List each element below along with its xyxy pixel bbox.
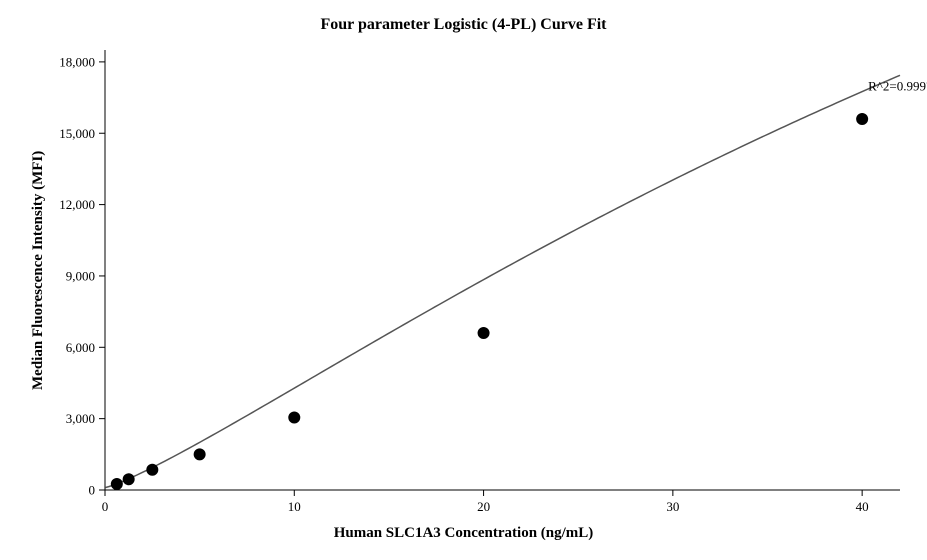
data-point — [478, 328, 489, 339]
data-point — [111, 479, 122, 490]
data-point — [147, 464, 158, 475]
y-tick-label: 3,000 — [66, 411, 95, 426]
x-tick-label: 10 — [288, 499, 301, 514]
chart-title: Four parameter Logistic (4-PL) Curve Fit — [0, 16, 927, 34]
x-tick-label: 40 — [856, 499, 869, 514]
r-squared-annotation: R^2=0.9997 — [868, 79, 927, 94]
y-tick-label: 6,000 — [66, 340, 95, 355]
x-axis-label: Human SLC1A3 Concentration (ng/mL) — [0, 525, 927, 542]
y-tick-label: 0 — [89, 483, 96, 498]
data-point — [857, 113, 868, 124]
x-tick-label: 30 — [666, 499, 679, 514]
x-tick-label: 20 — [477, 499, 490, 514]
y-tick-label: 12,000 — [59, 197, 95, 212]
y-axis-label: Median Fluorescence Intensity (MFI) — [30, 150, 47, 389]
y-tick-label: 18,000 — [59, 54, 95, 69]
y-tick-label: 9,000 — [66, 268, 95, 283]
data-point — [289, 412, 300, 423]
chart-container: Four parameter Logistic (4-PL) Curve Fit… — [0, 0, 927, 560]
data-point — [194, 449, 205, 460]
y-tick-label: 15,000 — [59, 126, 95, 141]
chart-svg: 0 10 20 30 40 0 3,000 6,000 9,000 12,000 15,000 18,… — [0, 0, 927, 560]
data-point — [123, 474, 134, 485]
fit-curve — [105, 75, 900, 487]
x-tick-label: 0 — [102, 499, 109, 514]
